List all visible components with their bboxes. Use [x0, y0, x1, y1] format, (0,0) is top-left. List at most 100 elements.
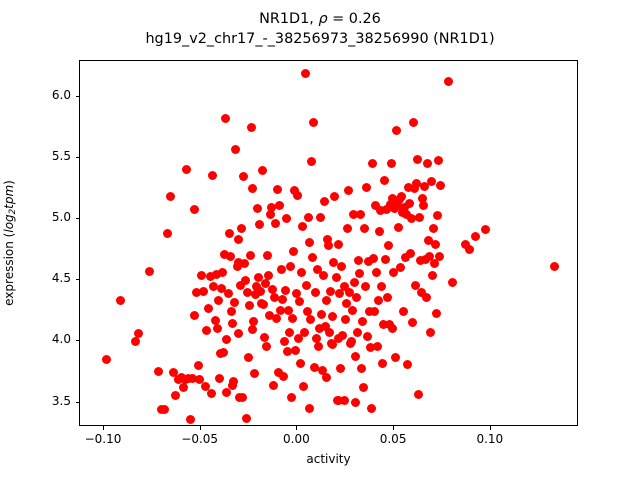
scatter-point [424, 252, 434, 262]
scatter-point [133, 329, 143, 339]
scatter-point [412, 155, 422, 165]
scatter-point [348, 305, 358, 315]
scatter-point [305, 315, 315, 325]
scatter-point [193, 360, 203, 370]
scatter-point [241, 275, 251, 285]
scatter-point [237, 224, 247, 234]
scatter-point [380, 176, 390, 186]
x-axis-tick [296, 426, 298, 430]
scatter-point [381, 255, 391, 265]
scatter-point [229, 377, 239, 387]
scatter-point [221, 334, 231, 344]
scatter-point [144, 266, 154, 276]
scatter-point [250, 368, 260, 378]
scatter-point [411, 178, 421, 188]
scatter-point [389, 268, 399, 278]
scatter-point [317, 366, 327, 376]
y-axis-tick [75, 95, 79, 97]
y-axis-tick-label: 6.0 [51, 87, 71, 102]
scatter-point [370, 307, 380, 317]
scatter-point [345, 288, 355, 298]
scatter-point [404, 199, 414, 209]
scatter-point [278, 295, 287, 305]
scatter-point [325, 287, 335, 297]
scatter-point [293, 333, 303, 343]
scatter-point [318, 270, 328, 280]
scatter-point [382, 204, 392, 214]
scatter-point [359, 382, 369, 392]
scatter-point [267, 203, 277, 213]
chart-title-gene: NR1D1, [259, 11, 319, 27]
scatter-point [240, 259, 250, 269]
scatter-point [432, 210, 442, 220]
scatter-point [279, 336, 289, 346]
scatter-point [198, 286, 208, 296]
scatter-point [254, 272, 264, 282]
scatter-point [196, 270, 206, 280]
scatter-point [416, 287, 426, 297]
scatter-point [242, 413, 252, 423]
scatter-point [295, 358, 305, 368]
scatter-point [349, 210, 359, 220]
scatter-point [248, 183, 258, 193]
y-axis-tick [75, 156, 79, 158]
scatter-point [372, 268, 382, 278]
scatter-point [284, 328, 294, 338]
scatter-point [354, 256, 364, 266]
scatter-point [426, 177, 436, 187]
scatter-point [296, 268, 306, 278]
scatter-point [388, 194, 398, 204]
scatter-point [344, 186, 354, 196]
scatter-point [414, 213, 424, 223]
scatter-point [298, 382, 308, 392]
scatter-point [373, 341, 383, 351]
scatter-point [363, 331, 373, 341]
scatter-point [181, 164, 191, 174]
x-axis-tick [393, 426, 395, 430]
scatter-point [288, 246, 298, 256]
scatter-point [429, 259, 439, 269]
scatter-point [312, 264, 322, 274]
scatter-point [287, 314, 297, 324]
x-axis-tick-label: −0.05 [181, 432, 219, 446]
scatter-point [309, 362, 319, 372]
scatter-point [333, 395, 343, 405]
scatter-point [210, 316, 220, 325]
scatter-point [367, 403, 377, 413]
scatter-point [428, 224, 438, 234]
scatter-point [203, 304, 213, 314]
scatter-plot-area [80, 61, 577, 425]
scatter-point [131, 337, 140, 347]
scatter-point [208, 282, 218, 292]
scatter-point [376, 205, 386, 215]
scatter-point [323, 241, 333, 251]
scatter-point [294, 297, 304, 307]
scatter-point [201, 325, 211, 335]
scatter-point [430, 240, 440, 250]
scatter-point [420, 255, 430, 265]
scatter-point [371, 200, 381, 210]
scatter-point [400, 252, 410, 262]
x-axis-tick-label: 0.10 [476, 432, 504, 446]
scatter-point [413, 390, 423, 400]
scatter-point [353, 328, 363, 338]
scatter-point [239, 172, 249, 182]
scatter-point [227, 319, 237, 329]
scatter-point [481, 224, 491, 234]
scatter-point [236, 280, 246, 290]
scatter-point [377, 359, 387, 369]
scatter-point [350, 398, 360, 408]
scatter-point [268, 285, 278, 295]
y-axis-tick [75, 217, 79, 219]
scatter-point [162, 229, 172, 239]
x-axis-tick-label: 0.00 [283, 432, 310, 446]
chart-title: NR1D1, ρ = 0.26 hg19_v2_chr17_-_38256973… [0, 9, 640, 49]
scatter-point [189, 205, 199, 215]
scatter-point [322, 372, 332, 382]
scatter-point [249, 317, 259, 327]
scatter-point [297, 222, 307, 232]
scatter-point [423, 236, 433, 246]
scatter-point [215, 349, 225, 359]
scatter-point [405, 249, 415, 259]
